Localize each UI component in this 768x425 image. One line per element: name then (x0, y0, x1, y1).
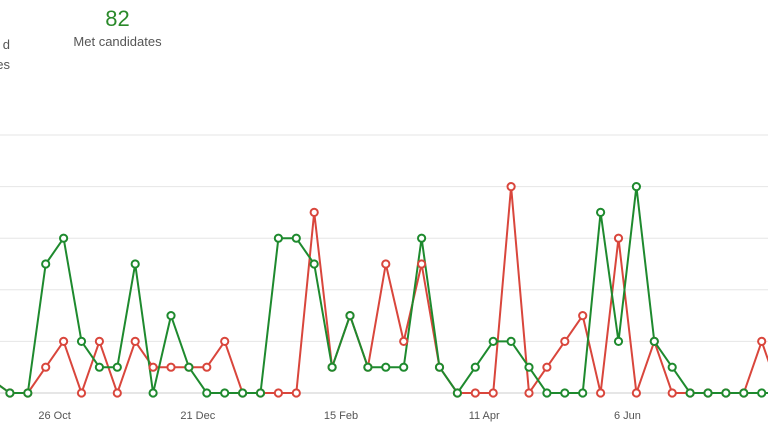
data-point[interactable] (112, 388, 122, 398)
data-point[interactable] (94, 362, 105, 372)
data-point[interactable] (166, 311, 176, 321)
data-point[interactable] (578, 311, 588, 321)
data-point[interactable] (345, 311, 355, 321)
data-point[interactable] (202, 362, 212, 372)
data-point[interactable] (220, 336, 230, 346)
x-tick-label: 15 Feb (324, 410, 358, 422)
data-point[interactable] (327, 362, 337, 372)
data-point[interactable] (417, 233, 427, 243)
data-point[interactable] (757, 388, 767, 398)
data-point[interactable] (309, 259, 319, 269)
data-point[interactable] (667, 362, 677, 372)
data-point[interactable] (488, 388, 498, 398)
data-point[interactable] (685, 388, 695, 398)
data-point[interactable] (417, 259, 427, 269)
data-point[interactable] (560, 336, 570, 346)
data-point[interactable] (381, 362, 391, 372)
data-point[interactable] (220, 388, 230, 398)
data-point[interactable] (291, 233, 301, 243)
met-candidates-label: Met candidates (73, 34, 162, 49)
data-point[interactable] (59, 336, 69, 346)
data-point[interactable] (291, 388, 301, 398)
data-point[interactable] (381, 259, 391, 269)
chart-points (5, 182, 767, 398)
data-point[interactable] (309, 207, 319, 217)
data-point[interactable] (488, 336, 498, 346)
met-candidates-value: 82 (105, 6, 130, 31)
data-point[interactable] (23, 388, 33, 398)
data-point[interactable] (130, 259, 140, 269)
data-point[interactable] (524, 388, 534, 398)
data-point[interactable] (399, 336, 409, 346)
data-point[interactable] (148, 362, 158, 372)
data-point[interactable] (542, 388, 552, 398)
data-point[interactable] (560, 388, 570, 398)
data-point[interactable] (649, 336, 659, 346)
data-point[interactable] (238, 388, 248, 398)
data-point[interactable] (470, 362, 480, 372)
data-point[interactable] (613, 233, 624, 243)
x-tick-label: 26 Oct (38, 410, 70, 422)
x-tick-label: 11 Apr (469, 410, 500, 422)
x-tick-label: 21 Dec (180, 410, 215, 422)
data-point[interactable] (757, 336, 767, 346)
data-point[interactable] (613, 336, 624, 346)
data-point[interactable] (273, 388, 283, 398)
data-point[interactable] (542, 362, 552, 372)
data-point[interactable] (667, 388, 677, 398)
data-point[interactable] (202, 388, 212, 398)
data-point[interactable] (506, 182, 516, 192)
data-point[interactable] (470, 388, 480, 398)
data-point[interactable] (399, 362, 409, 372)
data-point[interactable] (273, 233, 283, 243)
data-point[interactable] (76, 336, 87, 346)
data-point[interactable] (434, 362, 445, 372)
data-point[interactable] (631, 182, 642, 192)
data-point[interactable] (41, 259, 51, 269)
data-point[interactable] (578, 388, 588, 398)
data-point[interactable] (506, 336, 516, 346)
data-point[interactable] (59, 233, 69, 243)
data-point[interactable] (41, 362, 51, 372)
stat-left-label-line2: es (0, 57, 10, 72)
data-point[interactable] (596, 207, 606, 217)
data-point[interactable] (130, 336, 140, 346)
data-point[interactable] (148, 388, 158, 398)
data-point[interactable] (631, 388, 642, 398)
stat-met-candidates: 82 Met candidates (60, 6, 175, 51)
data-point[interactable] (5, 388, 15, 398)
data-point[interactable] (76, 388, 87, 398)
data-point[interactable] (363, 362, 373, 372)
data-point[interactable] (166, 362, 176, 372)
data-point[interactable] (703, 388, 713, 398)
data-point[interactable] (112, 362, 122, 372)
stat-left-label-line1: d (2, 37, 10, 52)
data-point[interactable] (452, 388, 462, 398)
x-tick-label: 6 Jun (614, 410, 641, 422)
stat-left: d es (0, 35, 10, 75)
data-point[interactable] (94, 336, 105, 346)
data-point[interactable] (184, 362, 194, 372)
data-point[interactable] (255, 388, 266, 398)
data-point[interactable] (596, 388, 606, 398)
data-point[interactable] (739, 388, 749, 398)
data-point[interactable] (524, 362, 534, 372)
data-point[interactable] (721, 388, 731, 398)
